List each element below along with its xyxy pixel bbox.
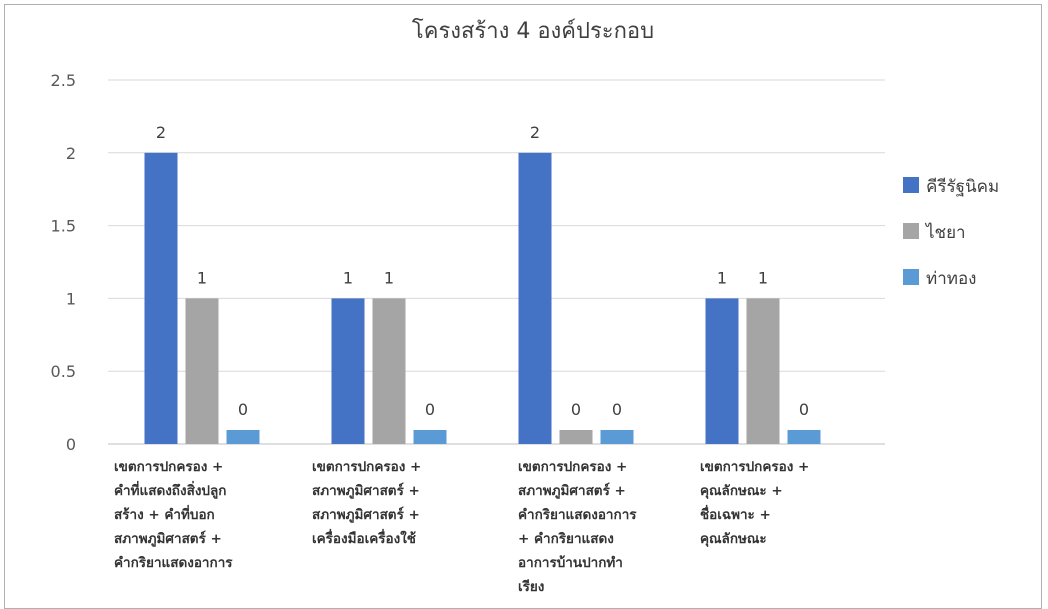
y-tick-label: 0: [66, 435, 76, 454]
data-label: 0: [425, 400, 435, 419]
data-label: 0: [238, 400, 248, 419]
data-label: 0: [571, 400, 581, 419]
legend-label: คีรีรัฐนิคม: [926, 177, 999, 197]
legend-swatch: [903, 223, 919, 239]
data-label: 1: [717, 268, 727, 287]
x-category-label: เขตการปกครอง + สภาพภูมิศาสตร์ + คำกริยาแ…: [518, 459, 637, 595]
data-label: 1: [758, 268, 768, 287]
bar: [226, 430, 260, 444]
y-tick-label: 1: [66, 289, 76, 308]
bars: [144, 152, 821, 445]
legend-swatch: [903, 177, 919, 193]
data-label: 2: [156, 123, 166, 142]
bar: [413, 430, 447, 444]
legend-label: ไชยา: [924, 222, 966, 243]
bar: [600, 430, 634, 444]
y-tick-label: 1.5: [51, 217, 76, 236]
x-category-label: เขตการปกครอง + สภาพภูมิศาสตร์ + สภาพภูมิ…: [312, 459, 422, 547]
bar: [331, 298, 365, 444]
bar: [144, 152, 178, 445]
x-category-label: เขตการปกครอง + คำที่แสดงถึงสิ่งปลูก สร้า…: [114, 459, 233, 571]
y-axis-ticks: 0 0.5 1 1.5 2 2.5: [51, 71, 76, 454]
bar: [559, 430, 593, 444]
data-label: 1: [197, 268, 207, 287]
bar: [746, 298, 780, 444]
x-category-label: เขตการปกครอง + คุณลักษณะ + ชื่อเฉพาะ + ค…: [700, 459, 810, 547]
bar: [185, 298, 219, 444]
data-label: 0: [612, 400, 622, 419]
data-label: 2: [530, 123, 540, 142]
legend-swatch: [903, 269, 919, 285]
data-label: 1: [343, 268, 353, 287]
bar: [787, 430, 821, 444]
y-tick-label: 0.5: [51, 362, 76, 381]
bar: [705, 298, 739, 444]
bar: [372, 298, 406, 444]
data-label: 1: [384, 268, 394, 287]
bar: [518, 152, 552, 445]
y-tick-label: 2.5: [51, 71, 76, 90]
data-label: 0: [799, 400, 809, 419]
legend-label: ท่าทอง: [926, 269, 976, 289]
y-tick-label: 2: [66, 144, 76, 163]
data-labels: 2 1 0 1 1 0 2 0 0 1 1 0: [156, 123, 809, 419]
chart-title: โครงสร้าง 4 องค์ประกอบ: [412, 18, 654, 44]
